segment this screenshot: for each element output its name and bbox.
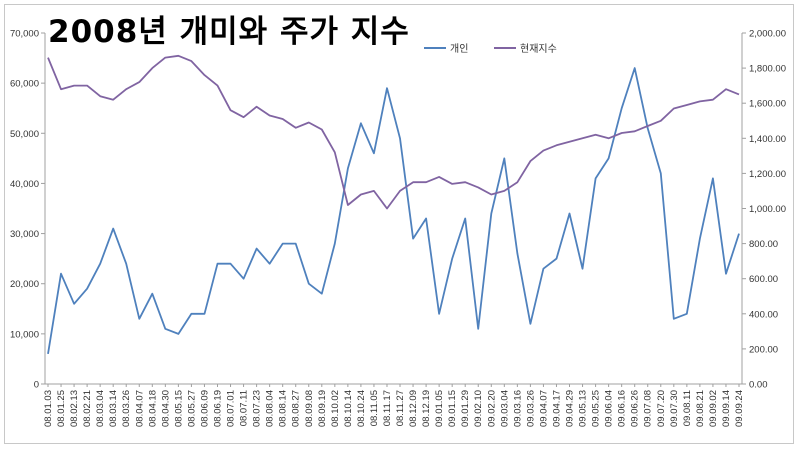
left-tick-label: 20,000 (10, 279, 39, 290)
x-tick-label: 08.11.27 (395, 390, 406, 426)
x-tick-label: 08.06.09 (199, 390, 210, 427)
x-tick-label: 08.07.11 (239, 390, 250, 426)
x-tick-label: 08.09.08 (304, 390, 315, 427)
x-tick-label: 08.12.09 (408, 390, 419, 427)
x-tick-label: 09.07.20 (656, 390, 667, 427)
left-tick-label: 10,000 (10, 329, 39, 340)
right-tick-label: 0.00 (749, 380, 768, 391)
x-tick-label: 09.03.04 (499, 390, 510, 427)
right-tick-label: 600.00 (749, 274, 778, 285)
x-tick-label: 09.07.08 (643, 390, 654, 427)
x-tick-label: 09.04.29 (565, 390, 576, 427)
right-tick-label: 400.00 (749, 309, 778, 320)
right-tick-label: 800.00 (749, 239, 778, 250)
x-tick-label: 08.07.01 (226, 390, 237, 427)
x-tick-label: 08.12.19 (421, 390, 432, 427)
x-tick-label: 09.06.04 (604, 390, 615, 427)
x-tick-label: 09.03.16 (512, 390, 523, 427)
x-tick-label: 09.01.15 (447, 390, 458, 427)
right-tick-label: 200.00 (749, 344, 778, 355)
x-tick-label: 08.04.18 (147, 390, 158, 427)
x-tick-label: 08.10.14 (343, 390, 354, 427)
right-tick-label: 1,000.00 (749, 204, 786, 215)
x-tick-label: 09.06.26 (630, 390, 641, 427)
chart-title: 2008년 개미와 주가 지수 (48, 14, 410, 50)
x-tick-label: 09.02.10 (473, 390, 484, 427)
x-tick-label: 09.01.05 (434, 390, 445, 427)
left-tick-label: 50,000 (10, 129, 39, 140)
left-tick-label: 0 (34, 380, 39, 391)
left-tick-label: 30,000 (10, 229, 39, 240)
right-tick-label: 1,200.00 (749, 169, 786, 180)
series-line-0 (47, 67, 740, 355)
x-tick-label: 08.06.19 (212, 390, 223, 427)
x-tick-label: 09.08.11 (682, 390, 693, 426)
x-tick-label: 09.03.26 (525, 390, 536, 427)
x-tick-label: 08.11.05 (369, 390, 380, 426)
x-tick-label: 09.05.13 (578, 390, 589, 427)
x-tick-label: 08.09.19 (317, 390, 328, 427)
x-tick-label: 08.07.23 (252, 390, 263, 427)
x-tick-label: 08.08.04 (265, 390, 276, 427)
x-tick-label: 09.04.17 (551, 390, 562, 427)
x-tick-label: 09.09.14 (721, 390, 732, 427)
x-tick-label: 08.04.07 (134, 390, 145, 427)
chart-frame (4, 4, 794, 444)
x-tick-label: 08.01.03 (43, 390, 54, 427)
x-tick-label: 08.08.27 (291, 390, 302, 427)
x-tick-label: 09.06.16 (617, 390, 628, 427)
right-tick-label: 2,000.00 (749, 29, 786, 40)
right-tick-label: 1,400.00 (749, 134, 786, 145)
x-tick-label: 08.08.14 (278, 390, 289, 427)
legend-label-0: 개인 (450, 43, 468, 55)
x-tick-label: 08.10.02 (330, 390, 341, 427)
x-tick-label: 08.10.24 (356, 390, 367, 427)
x-tick-label: 08.01.25 (56, 390, 67, 427)
legend-label-1: 현재지수 (520, 43, 557, 55)
x-tick-label: 08.03.04 (95, 390, 106, 427)
left-tick-label: 40,000 (10, 179, 39, 190)
x-tick-label: 09.08.21 (695, 390, 706, 427)
x-tick-label: 08.03.14 (108, 390, 119, 427)
x-tick-label: 09.09.02 (708, 390, 719, 427)
x-tick-label: 08.05.15 (173, 390, 184, 427)
x-tick-label: 08.03.26 (121, 390, 132, 427)
x-tick-label: 09.09.24 (734, 390, 745, 427)
left-tick-label: 60,000 (10, 79, 39, 90)
x-tick-label: 09.05.25 (591, 390, 602, 427)
x-tick-label: 09.04.07 (538, 390, 549, 427)
x-tick-label: 08.04.30 (160, 390, 171, 427)
x-tick-label: 09.07.30 (669, 390, 680, 427)
series-line-1 (47, 54, 740, 210)
x-tick-label: 09.02.20 (486, 390, 497, 427)
right-tick-label: 1,800.00 (749, 64, 786, 75)
x-tick-label: 08.02.21 (82, 390, 93, 427)
left-tick-label: 70,000 (10, 29, 39, 40)
x-tick-label: 08.05.27 (186, 390, 197, 427)
right-tick-label: 1,600.00 (749, 99, 786, 110)
x-tick-label: 08.11.17 (382, 390, 393, 426)
x-tick-label: 08.02.13 (69, 390, 80, 427)
x-tick-label: 09.01.29 (460, 390, 471, 427)
